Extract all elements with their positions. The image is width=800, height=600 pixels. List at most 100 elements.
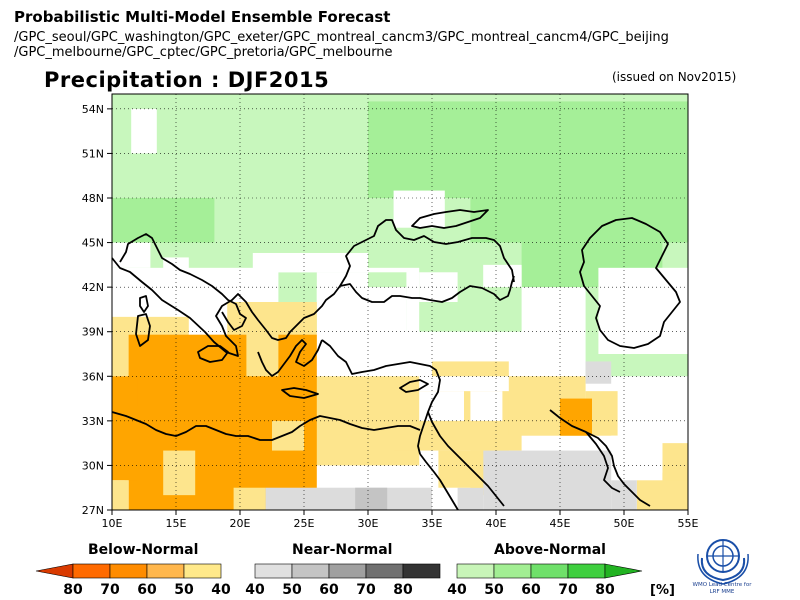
legend-near-tick: 50 — [282, 582, 302, 598]
coastline-anatolia-south — [321, 339, 441, 455]
legend-above-tick: 60 — [521, 582, 541, 598]
coastline-crete — [281, 387, 319, 399]
legend-below-tick: 70 — [100, 582, 120, 598]
legend-near-swatch — [365, 563, 404, 579]
legend-below-swatch — [146, 563, 185, 579]
probability-cell — [611, 435, 663, 481]
legend-above-tick: 70 — [558, 582, 578, 598]
legend-above-swatch — [456, 563, 495, 579]
legend-below-swatch — [72, 563, 111, 579]
coastline-sicily — [197, 345, 229, 363]
probability-cells — [112, 94, 688, 510]
legend-below-swatch — [109, 563, 148, 579]
probability-cell — [131, 108, 157, 154]
legend-above-tick: 50 — [484, 582, 504, 598]
legend-below-swatch — [183, 563, 222, 579]
probability-cell — [432, 361, 509, 377]
legend-near-tick: 60 — [319, 582, 339, 598]
probability-cell — [483, 264, 522, 288]
probability-cell — [419, 272, 458, 302]
probability-cell — [470, 391, 503, 421]
legend-below-tick: 50 — [174, 582, 194, 598]
legend-near-swatch — [254, 563, 293, 579]
tick-label-lon: 20E — [230, 517, 251, 530]
tick-label-lat: 27N — [82, 504, 104, 517]
forecast-title: Probabilistic Multi-Model Ensemble Forec… — [14, 8, 391, 26]
tick-label-lon: 55E — [678, 517, 699, 530]
legend-near-swatch — [291, 563, 330, 579]
model-list-line-2: /GPC_melbourne/GPC_cptec/GPC_pretoria/GP… — [14, 45, 393, 60]
legend-near-tick: 80 — [393, 582, 413, 598]
tick-label-lat: 42N — [82, 281, 104, 294]
probability-cell — [316, 287, 407, 377]
map-frame — [111, 93, 689, 511]
legend-near-tick: 70 — [356, 582, 376, 598]
coastline-caspian — [579, 217, 681, 349]
tick-label-lat: 30N — [82, 459, 104, 472]
wmo-logo-icon — [697, 539, 749, 585]
coastline-europe — [111, 257, 515, 357]
tick-label-lon: 50E — [614, 517, 635, 530]
probability-cell — [233, 487, 266, 510]
legend-above-swatch — [493, 563, 532, 579]
probability-cell — [272, 420, 304, 451]
legend-below-tick: 80 — [63, 582, 83, 598]
model-list: /GPC_seoul/GPC_washington/GPC_exeter/GPC… — [14, 30, 794, 60]
probability-cell — [662, 443, 688, 481]
coastline-n-africa — [111, 411, 421, 441]
coastline-greece — [257, 339, 323, 377]
probability-cell — [252, 252, 368, 273]
coastline-sardinia — [135, 313, 151, 347]
legend-above-swatch — [530, 563, 569, 579]
coastlines — [111, 209, 681, 511]
probability-cell — [560, 398, 592, 436]
coastline-red-sea-east — [427, 411, 505, 507]
probability-cell — [112, 376, 138, 481]
probability-cell — [137, 376, 176, 406]
probability-cell — [355, 487, 388, 510]
legend-near-swatch — [328, 563, 367, 579]
legend-below-tick: 40 — [211, 582, 231, 598]
tick-label-lon: 45E — [550, 517, 571, 530]
model-list-line-1: /GPC_seoul/GPC_washington/GPC_exeter/GPC… — [14, 30, 669, 45]
coastline-persian-gulf — [549, 409, 651, 507]
legend-below-tick: 60 — [137, 582, 157, 598]
legend-above-swatch — [604, 563, 643, 579]
probability-cell — [438, 450, 484, 488]
tick-label-lon: 10E — [102, 517, 123, 530]
legend-above-normal-label: Above-Normal — [494, 542, 606, 558]
probability-cell — [246, 324, 279, 377]
legend-above-swatch — [567, 563, 606, 579]
probability-cell — [457, 487, 484, 510]
probability-cell — [393, 190, 445, 228]
probability-cell — [112, 480, 129, 510]
coastline-cyprus — [399, 379, 429, 393]
legend-near-swatch — [402, 563, 441, 579]
coastline-corsica — [139, 295, 149, 313]
tick-label-lat: 36N — [82, 370, 104, 383]
legend-near-tick: 40 — [245, 582, 265, 598]
tick-label-lat: 39N — [82, 326, 104, 339]
probability-cell — [585, 361, 612, 384]
tick-label-lat: 51N — [82, 147, 104, 160]
tick-label-lon: 15E — [166, 517, 187, 530]
variable-title: Precipitation : DJF2015 — [44, 68, 330, 92]
map-axes: 10E 15E 20E 25E 30E 35E 40E 45E 50E 55E 27N 30N 33N 3… — [82, 93, 699, 530]
tick-label-lon: 35E — [422, 517, 443, 530]
legend-above-tick: 80 — [595, 582, 615, 598]
coastline-black-sea — [339, 219, 515, 287]
probability-cell — [163, 450, 196, 496]
tick-label-lat: 48N — [82, 192, 104, 205]
issued-date: (issued on Nov2015) — [612, 70, 737, 84]
probability-cell — [265, 487, 432, 510]
legend-below-normal-label: Below-Normal — [88, 542, 199, 558]
tick-label-lon: 25E — [294, 517, 315, 530]
wmo-logo-text: WMO Lead Centre for LRF MME — [692, 582, 752, 595]
probability-cell — [483, 450, 612, 510]
coastline-azov — [411, 209, 489, 229]
tick-label-lon: 40E — [486, 517, 507, 530]
legend-above-tick: 40 — [447, 582, 467, 598]
coastline-red-sea-west — [419, 453, 459, 511]
tick-label-lat: 54N — [82, 103, 104, 116]
